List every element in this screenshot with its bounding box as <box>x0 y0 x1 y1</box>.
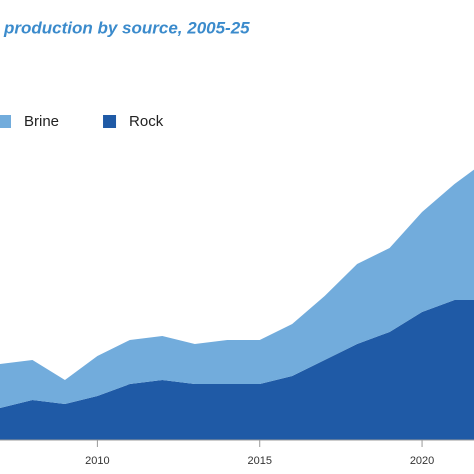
x-tick-label: 2015 <box>247 455 271 467</box>
legend-swatch <box>103 115 117 128</box>
area-rock <box>0 300 474 440</box>
plot-area <box>0 169 474 440</box>
legend-label: Rock <box>129 113 164 130</box>
legend-label: Brine <box>24 113 59 130</box>
area-brine <box>0 169 474 408</box>
chart-title: production by source, 2005-25 <box>3 18 250 37</box>
x-tick-label: 2020 <box>410 455 434 467</box>
x-tick-label: 2010 <box>85 455 109 467</box>
legend-swatch <box>0 115 11 128</box>
